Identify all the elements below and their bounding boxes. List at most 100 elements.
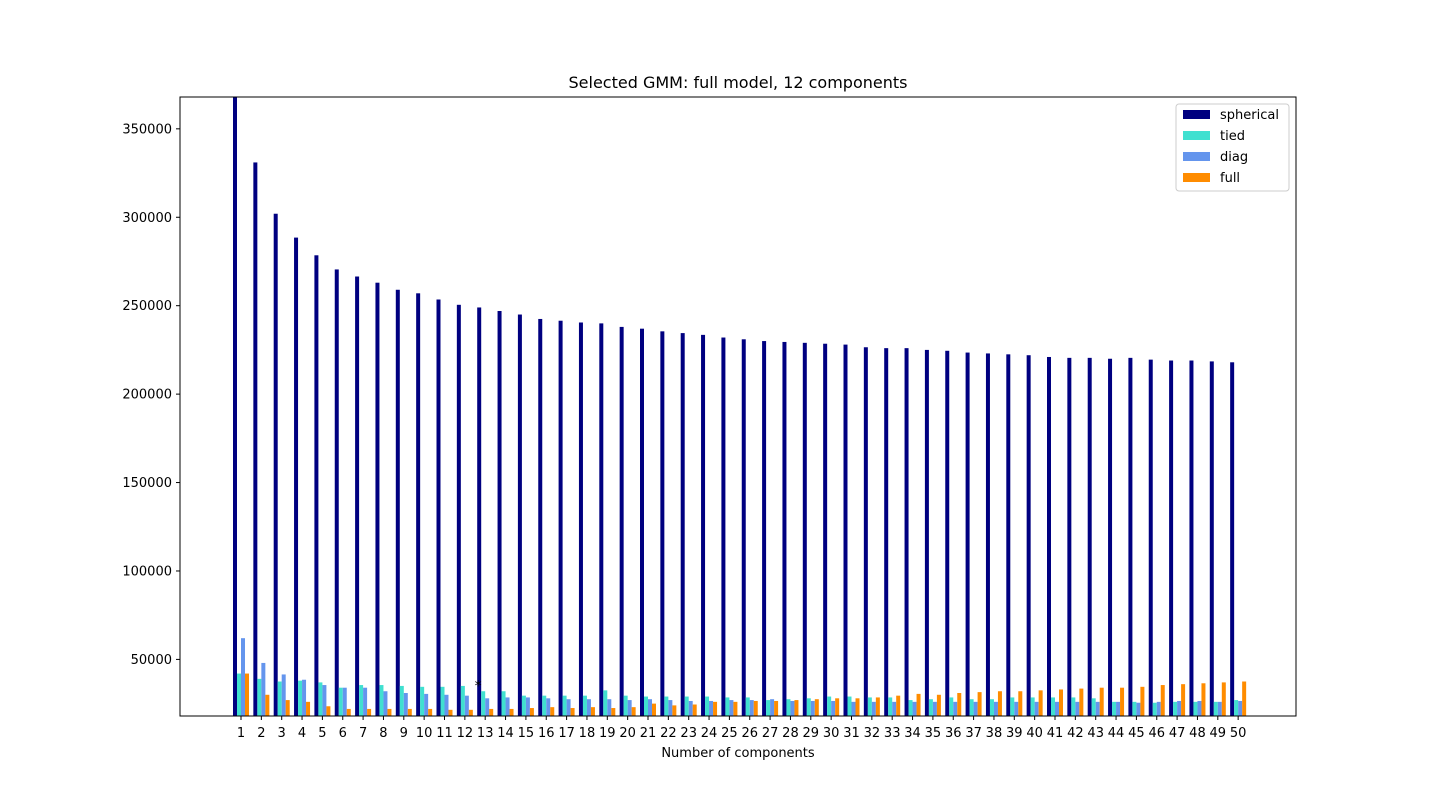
bar-full-42 bbox=[1079, 688, 1084, 716]
bar-spherical-43 bbox=[1087, 357, 1092, 716]
bar-full-1 bbox=[245, 673, 249, 716]
bar-diag-26 bbox=[749, 700, 754, 716]
bar-tied-1 bbox=[237, 673, 241, 716]
x-tick-label: 9 bbox=[400, 726, 408, 741]
bar-full-7 bbox=[367, 708, 372, 716]
bar-tied-19 bbox=[603, 690, 608, 716]
bar-spherical-15 bbox=[517, 314, 522, 716]
bar-spherical-5 bbox=[314, 255, 319, 717]
x-tick-label: 46 bbox=[1148, 726, 1165, 741]
bar-full-22 bbox=[672, 705, 677, 716]
bar-diag-19 bbox=[607, 699, 612, 716]
bar-full-2 bbox=[265, 694, 270, 716]
bar-tied-13 bbox=[481, 691, 486, 716]
bar-spherical-49 bbox=[1209, 361, 1214, 716]
bar-full-19 bbox=[611, 708, 616, 716]
bar-diag-7 bbox=[363, 687, 368, 716]
bar-tied-40 bbox=[1030, 697, 1035, 716]
bar-spherical-7 bbox=[355, 276, 360, 716]
bar-full-10 bbox=[428, 708, 433, 716]
bar-tied-18 bbox=[582, 695, 587, 716]
bar-diag-4 bbox=[302, 679, 307, 716]
legend-label-tied: tied bbox=[1220, 129, 1245, 144]
bar-tied-43 bbox=[1091, 698, 1096, 716]
x-tick-label: 18 bbox=[579, 726, 596, 741]
bar-full-45 bbox=[1140, 686, 1145, 716]
x-tick-label: 15 bbox=[518, 726, 535, 741]
bar-tied-44 bbox=[1112, 701, 1117, 716]
bar-tied-50 bbox=[1234, 700, 1239, 716]
x-tick-label: 14 bbox=[497, 726, 514, 741]
x-tick-label: 31 bbox=[843, 726, 860, 741]
bar-full-15 bbox=[529, 708, 534, 716]
bar-tied-47 bbox=[1173, 701, 1178, 716]
x-tick-label: 6 bbox=[339, 726, 347, 741]
x-tick-label: 22 bbox=[660, 726, 677, 741]
bar-spherical-36 bbox=[945, 350, 950, 716]
bar-spherical-45 bbox=[1128, 357, 1133, 716]
bar-tied-12 bbox=[460, 685, 465, 716]
legend-label-diag: diag bbox=[1220, 150, 1248, 165]
bar-spherical-46 bbox=[1148, 359, 1153, 716]
bar-spherical-27 bbox=[762, 341, 767, 716]
bar-tied-6 bbox=[338, 687, 343, 716]
bar-tied-21 bbox=[644, 696, 648, 716]
bar-tied-35 bbox=[928, 699, 933, 716]
bar-spherical-17 bbox=[558, 320, 563, 716]
bar-full-13 bbox=[489, 708, 494, 716]
y-tick-label: 250000 bbox=[122, 299, 172, 314]
bar-spherical-1 bbox=[233, 97, 237, 716]
bar-diag-24 bbox=[709, 700, 714, 716]
bar-diag-44 bbox=[1116, 701, 1121, 716]
bar-full-35 bbox=[936, 694, 941, 716]
legend-label-full: full bbox=[1220, 171, 1240, 186]
bar-diag-15 bbox=[525, 697, 530, 716]
bar-diag-25 bbox=[729, 700, 734, 716]
bar-full-3 bbox=[285, 700, 290, 716]
bar-spherical-39 bbox=[1006, 354, 1011, 716]
x-tick-label: 47 bbox=[1169, 726, 1186, 741]
bar-spherical-10 bbox=[416, 293, 421, 716]
bar-full-49 bbox=[1221, 682, 1226, 716]
x-tick-label: 45 bbox=[1128, 726, 1145, 741]
x-tick-label: 7 bbox=[359, 726, 367, 741]
bar-diag-39 bbox=[1014, 701, 1019, 716]
bar-full-43 bbox=[1099, 687, 1104, 716]
bar-spherical-42 bbox=[1067, 357, 1072, 716]
legend-swatch-spherical bbox=[1183, 110, 1210, 119]
bar-tied-22 bbox=[664, 696, 669, 716]
bar-diag-34 bbox=[912, 701, 917, 716]
bar-spherical-2 bbox=[253, 162, 258, 716]
bar-diag-29 bbox=[810, 700, 815, 716]
bar-spherical-50 bbox=[1230, 362, 1235, 716]
bar-diag-38 bbox=[993, 701, 998, 716]
x-tick-label: 8 bbox=[379, 726, 387, 741]
bar-tied-20 bbox=[623, 695, 628, 716]
x-tick-label: 1 bbox=[237, 726, 245, 741]
bar-tied-14 bbox=[501, 691, 506, 716]
bar-tied-5 bbox=[318, 682, 323, 716]
bar-tied-41 bbox=[1051, 697, 1055, 716]
bar-tied-25 bbox=[725, 697, 730, 716]
x-tick-label: 34 bbox=[904, 726, 921, 741]
bar-tied-17 bbox=[562, 695, 567, 716]
bar-spherical-13 bbox=[477, 307, 482, 716]
bar-diag-41 bbox=[1055, 701, 1059, 716]
bar-tied-38 bbox=[989, 699, 994, 716]
x-tick-label: 43 bbox=[1087, 726, 1104, 741]
x-tick-label: 32 bbox=[864, 726, 881, 741]
bar-diag-9 bbox=[403, 693, 408, 716]
x-tick-label: 36 bbox=[945, 726, 962, 741]
bar-diag-45 bbox=[1136, 702, 1141, 716]
bar-spherical-23 bbox=[680, 333, 685, 716]
bar-full-40 bbox=[1038, 690, 1043, 716]
bar-full-21 bbox=[652, 703, 656, 716]
bar-spherical-44 bbox=[1108, 358, 1113, 716]
bar-diag-47 bbox=[1177, 700, 1182, 716]
bar-diag-49 bbox=[1217, 701, 1222, 716]
bar-tied-42 bbox=[1071, 697, 1076, 716]
bar-spherical-9 bbox=[395, 289, 400, 716]
bar-full-41 bbox=[1059, 689, 1063, 716]
bar-full-20 bbox=[631, 707, 636, 716]
bar-spherical-37 bbox=[965, 352, 970, 716]
